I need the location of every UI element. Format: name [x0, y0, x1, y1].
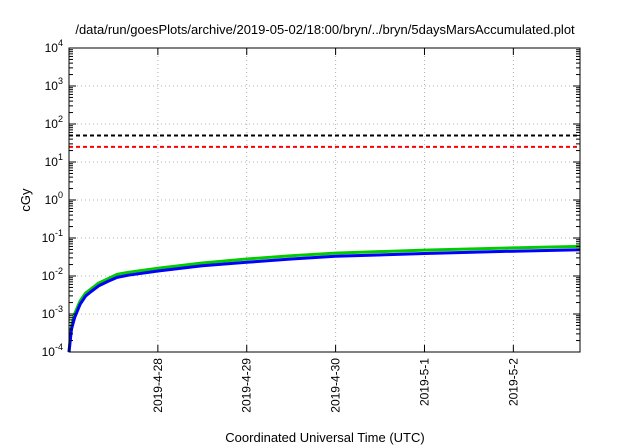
- x-tick-label: 2019-5-2: [506, 358, 520, 406]
- series-line: [67, 248, 581, 353]
- chart-title: /data/run/goesPlots/archive/2019-05-02/1…: [75, 22, 575, 37]
- reference-lines: [69, 134, 580, 148]
- grid: [69, 48, 580, 352]
- x-tick-label: 2019-4-28: [151, 358, 165, 413]
- x-tick-label: 2019-5-1: [417, 358, 431, 406]
- y-axis-label: cGy: [18, 188, 33, 212]
- x-tick-label: 2019-4-30: [329, 358, 343, 413]
- x-axis-label: Coordinated Universal Time (UTC): [225, 430, 424, 445]
- plot-frame: [68, 47, 581, 353]
- x-tick-label: 2019-4-29: [240, 358, 254, 413]
- series: [67, 244, 581, 353]
